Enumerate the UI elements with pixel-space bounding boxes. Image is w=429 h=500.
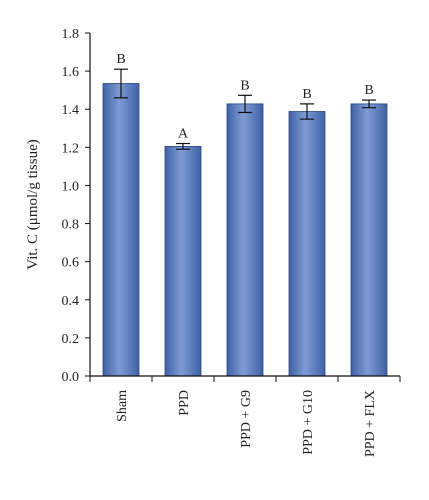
y-tick-label-9: 1.8 xyxy=(62,27,80,42)
significance-label-0: B xyxy=(116,52,125,67)
x-tick-label-4: PPD + FLX xyxy=(363,390,378,457)
y-tick-label-7: 1.4 xyxy=(62,103,80,118)
error-bar-1 xyxy=(176,142,190,150)
y-tick-label-8: 1.6 xyxy=(62,65,80,80)
x-tick-label-3: PPD + G10 xyxy=(301,390,316,455)
bar-3 xyxy=(288,111,326,377)
significance-labels: B A B B B xyxy=(116,52,373,141)
axes xyxy=(85,32,401,382)
significance-label-4: B xyxy=(364,83,373,98)
y-tick-label-5: 1.0 xyxy=(62,179,80,194)
error-bar-0 xyxy=(114,68,128,99)
bar-2 xyxy=(226,103,264,377)
bar-4 xyxy=(350,103,388,377)
x-tick-labels: Sham PPD PPD + G9 PPD + G10 PPD + FLX xyxy=(115,390,378,457)
y-tick-labels: 0.0 0.2 0.4 0.6 0.8 1.0 1.2 1.4 1.6 1.8 xyxy=(62,27,80,385)
significance-label-3: B xyxy=(302,87,311,102)
significance-label-1: A xyxy=(178,127,189,142)
y-tick-label-2: 0.4 xyxy=(62,294,80,309)
x-tick-label-1: PPD xyxy=(177,390,192,416)
bar-1 xyxy=(164,145,202,377)
error-bars xyxy=(114,68,376,150)
y-tick-label-0: 0.0 xyxy=(62,370,80,385)
y-tick-label-6: 1.2 xyxy=(62,141,80,156)
bars xyxy=(102,83,388,377)
error-bar-2 xyxy=(238,94,252,114)
y-tick-label-3: 0.6 xyxy=(62,256,80,271)
y-tick-label-1: 0.2 xyxy=(62,332,80,347)
x-tick-label-2: PPD + G9 xyxy=(239,390,254,448)
significance-label-2: B xyxy=(240,78,249,93)
bar-0 xyxy=(102,83,140,377)
y-tick-label-4: 0.8 xyxy=(62,218,80,233)
x-tick-label-0: Sham xyxy=(115,390,130,422)
error-bar-4 xyxy=(362,99,376,109)
y-axis-label: Vit. C (μmol/g tissue) xyxy=(25,139,41,269)
error-bar-3 xyxy=(300,103,314,120)
